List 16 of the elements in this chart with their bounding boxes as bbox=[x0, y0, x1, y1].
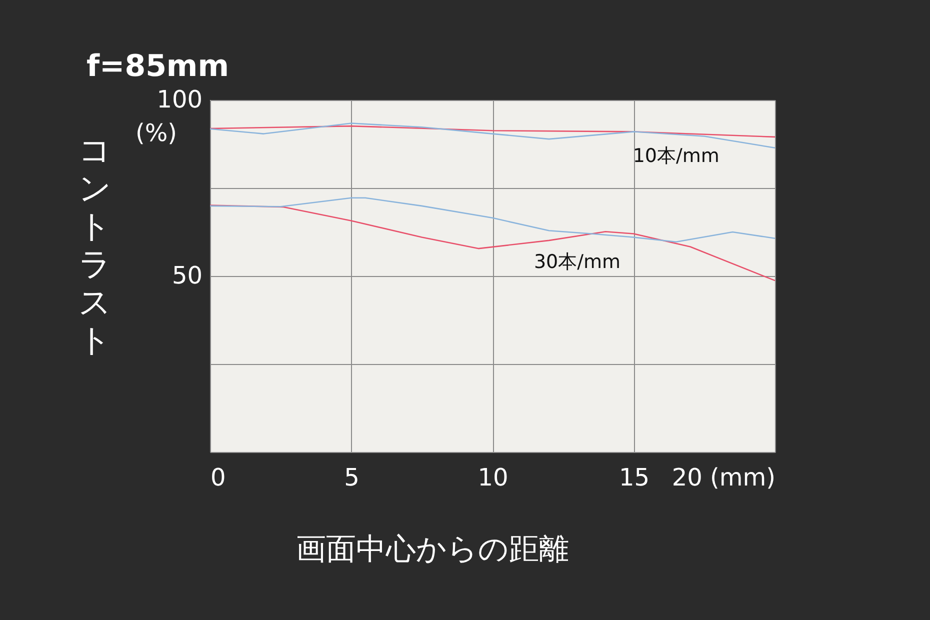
line-series bbox=[209, 197, 776, 243]
line-series bbox=[209, 204, 776, 282]
x-axis-title: 画面中心からの距離 bbox=[296, 532, 569, 567]
annotation: 10本/mm bbox=[632, 145, 720, 167]
annotation: 30本/mm bbox=[534, 251, 621, 273]
chart-title: f=85mm bbox=[86, 49, 229, 84]
y-tick-label: 50 bbox=[172, 262, 202, 290]
x-tick-label: 0 bbox=[210, 464, 226, 492]
x-tick-label: 20 (mm) bbox=[672, 464, 776, 492]
text: (%) bbox=[135, 119, 177, 147]
y-axis-title: コントラスト bbox=[78, 131, 112, 359]
x-tick-label: 5 bbox=[344, 464, 360, 492]
line-series bbox=[209, 125, 776, 138]
x-tick-label: 15 bbox=[618, 464, 650, 492]
x-tick-label: 10 bbox=[478, 464, 508, 492]
y-tick-label: 100 bbox=[156, 86, 202, 114]
